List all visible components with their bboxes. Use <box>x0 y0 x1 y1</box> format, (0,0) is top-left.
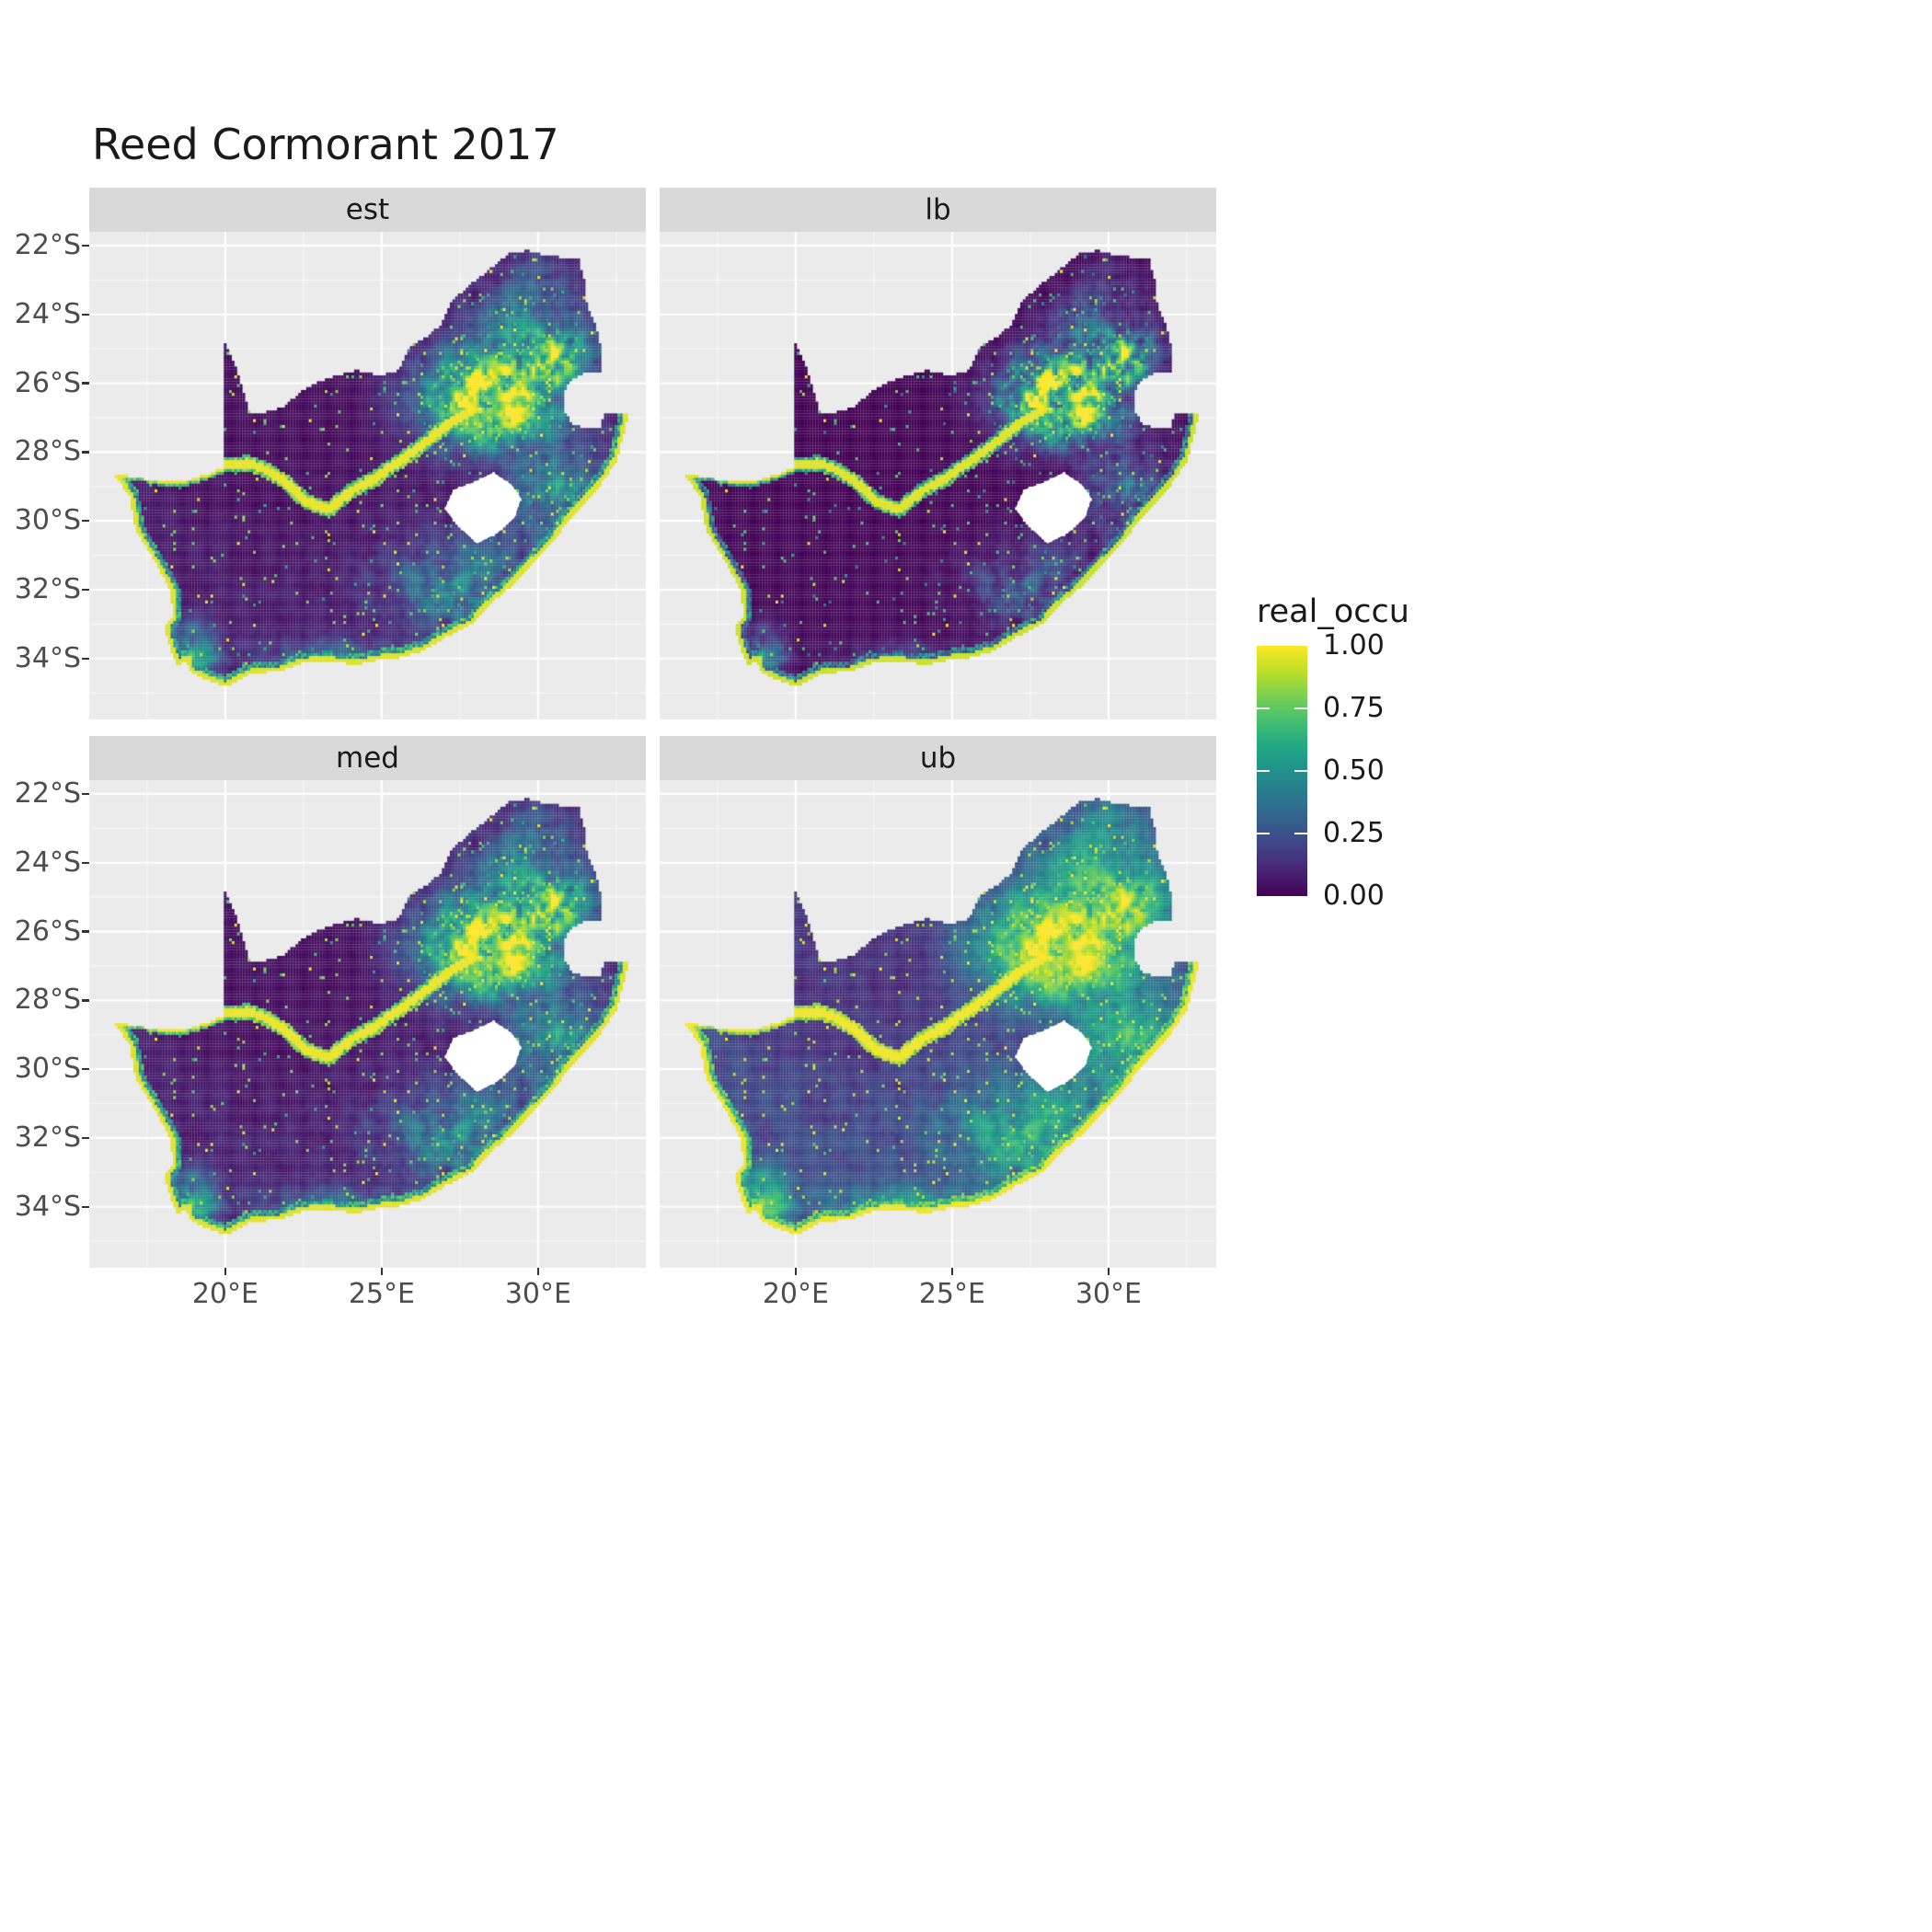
legend-tick-label: 0.75 <box>1323 692 1385 724</box>
legend-colorbar-tick <box>1294 769 1307 773</box>
y-axis-tick-label: 32°S <box>14 1121 81 1154</box>
facet-strip-label-med: med <box>336 742 399 775</box>
y-axis-tick <box>82 1205 89 1208</box>
y-axis-tick-label: 32°S <box>14 572 81 605</box>
y-axis-tick-label: 24°S <box>14 297 81 330</box>
facet-strip-med: med <box>89 736 646 780</box>
y-axis-tick-label: 22°S <box>14 776 81 810</box>
y-axis-tick <box>82 451 89 454</box>
y-axis-tick-label: 28°S <box>14 435 81 468</box>
x-axis-tick <box>794 1268 798 1275</box>
y-axis-tick-label: 30°S <box>14 1052 81 1086</box>
y-axis-tick-label: 28°S <box>14 983 81 1017</box>
map-panel-est <box>89 232 646 719</box>
y-axis-tick-label: 22°S <box>14 228 81 261</box>
x-axis-tick <box>950 1268 954 1275</box>
y-axis-tick-label: 30°S <box>14 504 81 537</box>
facet-strip-label-lb: lb <box>925 193 951 226</box>
x-axis-tick-label: 25°E <box>918 1278 985 1310</box>
legend-tick-label: 0.00 <box>1323 880 1385 912</box>
x-axis-tick <box>224 1268 227 1275</box>
y-axis-tick <box>82 792 89 796</box>
x-axis-tick-label: 30°E <box>504 1278 571 1310</box>
x-axis-tick-label: 30°E <box>1075 1278 1142 1310</box>
y-axis-tick <box>82 519 89 523</box>
legend-colorbar-tick <box>1257 769 1270 773</box>
x-axis-tick <box>1107 1268 1110 1275</box>
x-axis-tick <box>536 1268 540 1275</box>
y-axis-tick <box>82 861 89 864</box>
legend-colorbar-tick <box>1294 707 1307 710</box>
x-axis-tick-label: 25°E <box>348 1278 415 1310</box>
y-axis-tick <box>82 657 89 660</box>
y-axis-tick <box>82 999 89 1002</box>
plot-title: Reed Cormorant 2017 <box>92 120 559 169</box>
facet-strip-label-ub: ub <box>919 742 957 775</box>
legend-tick-label: 0.50 <box>1323 754 1385 787</box>
legend-colorbar-tick <box>1294 832 1307 835</box>
map-panel-lb <box>660 232 1216 719</box>
y-axis-tick <box>82 313 89 316</box>
y-axis-tick <box>82 1136 89 1140</box>
y-axis-tick-label: 26°S <box>14 366 81 399</box>
y-axis-tick <box>82 244 89 247</box>
facet-strip-est: est <box>89 188 646 232</box>
legend-title: real_occu <box>1257 593 1409 630</box>
y-axis-tick <box>82 382 89 385</box>
y-axis-tick-label: 26°S <box>14 914 81 948</box>
map-panel-ub <box>660 780 1216 1268</box>
y-axis-tick-label: 34°S <box>14 641 81 674</box>
y-axis-tick <box>82 588 89 592</box>
y-axis-tick <box>82 930 89 933</box>
legend-colorbar-tick <box>1257 832 1270 835</box>
legend-tick-label: 1.00 <box>1323 629 1385 661</box>
x-axis-tick-label: 20°E <box>762 1278 829 1310</box>
y-axis-tick-label: 24°S <box>14 845 81 879</box>
facet-strip-lb: lb <box>660 188 1216 232</box>
x-axis-tick-label: 20°E <box>191 1278 259 1310</box>
legend-colorbar-tick <box>1257 707 1270 710</box>
facet-strip-ub: ub <box>660 736 1216 780</box>
map-panel-med <box>89 780 646 1268</box>
facet-strip-label-est: est <box>345 193 390 226</box>
y-axis-tick <box>82 1067 89 1071</box>
x-axis-tick <box>380 1268 384 1275</box>
legend-tick-label: 0.25 <box>1323 817 1385 849</box>
y-axis-tick-label: 34°S <box>14 1190 81 1223</box>
